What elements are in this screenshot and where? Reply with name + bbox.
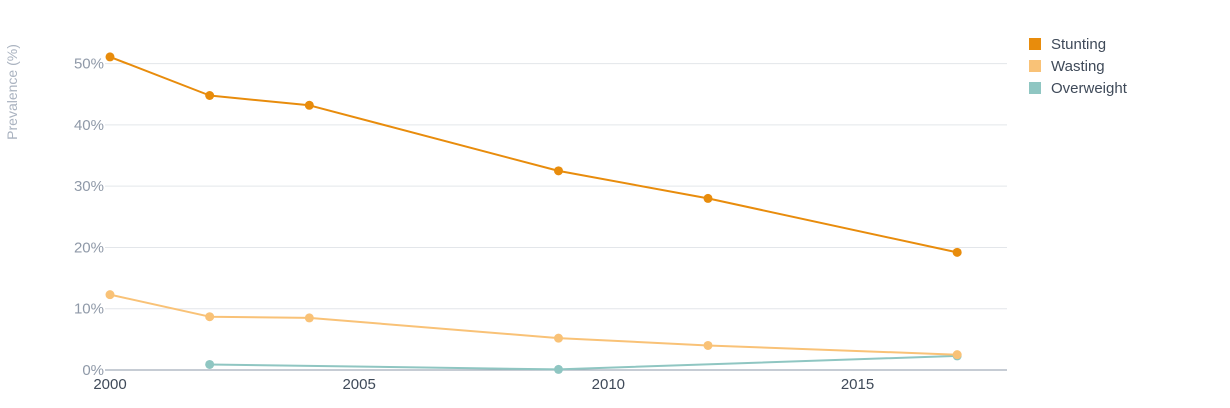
data-point-stunting bbox=[205, 90, 215, 100]
legend-swatch-wasting bbox=[1029, 60, 1041, 72]
series bbox=[105, 52, 962, 374]
series-wasting bbox=[105, 290, 962, 360]
data-point-stunting bbox=[304, 100, 314, 110]
y-axis-label: Prevalence (%) bbox=[4, 44, 20, 140]
data-point-wasting bbox=[304, 313, 314, 323]
legend-item-wasting[interactable]: Wasting bbox=[1029, 55, 1127, 77]
x-tick-label: 2010 bbox=[592, 376, 625, 393]
series-line-stunting bbox=[109, 55, 958, 254]
x-tick-label: 2015 bbox=[841, 376, 874, 393]
data-point-wasting bbox=[554, 333, 563, 343]
data-point-wasting bbox=[952, 350, 962, 360]
legend-swatch-overweight bbox=[1029, 82, 1041, 94]
data-point-wasting bbox=[205, 312, 215, 322]
x-axis-ticks: 2000 2005 2010 2015 bbox=[93, 376, 874, 393]
data-point-stunting bbox=[952, 247, 962, 257]
y-tick-label: 30% bbox=[74, 178, 104, 195]
legend-swatch-stunting bbox=[1029, 38, 1041, 50]
data-point-stunting bbox=[703, 193, 713, 203]
legend: Stunting Wasting Overweight bbox=[1029, 33, 1127, 99]
y-axis-ticks: 0% 10% 20% 30% 40% 50% bbox=[74, 56, 104, 379]
legend-label: Wasting bbox=[1051, 57, 1105, 75]
data-point-wasting bbox=[105, 290, 115, 300]
series-line-overweight bbox=[209, 354, 958, 371]
x-tick-label: 2005 bbox=[342, 376, 375, 393]
data-point-stunting bbox=[105, 52, 115, 62]
x-tick-label: 2000 bbox=[93, 376, 126, 393]
data-point-stunting bbox=[554, 166, 563, 176]
data-point-overweight bbox=[554, 364, 563, 374]
y-tick-label: 10% bbox=[74, 301, 104, 318]
data-point-wasting bbox=[703, 340, 713, 350]
series-stunting bbox=[105, 52, 962, 257]
legend-item-overweight[interactable]: Overweight bbox=[1029, 77, 1127, 99]
data-point-overweight bbox=[205, 359, 215, 369]
legend-item-stunting[interactable]: Stunting bbox=[1029, 33, 1127, 55]
y-tick-label: 40% bbox=[74, 117, 104, 134]
gridlines bbox=[105, 63, 1007, 371]
legend-label: Stunting bbox=[1051, 35, 1107, 53]
series-line-wasting bbox=[109, 293, 958, 356]
y-tick-label: 0% bbox=[82, 362, 104, 379]
y-tick-label: 50% bbox=[74, 56, 104, 73]
y-tick-label: 20% bbox=[74, 239, 104, 256]
legend-label: Overweight bbox=[1051, 79, 1127, 97]
